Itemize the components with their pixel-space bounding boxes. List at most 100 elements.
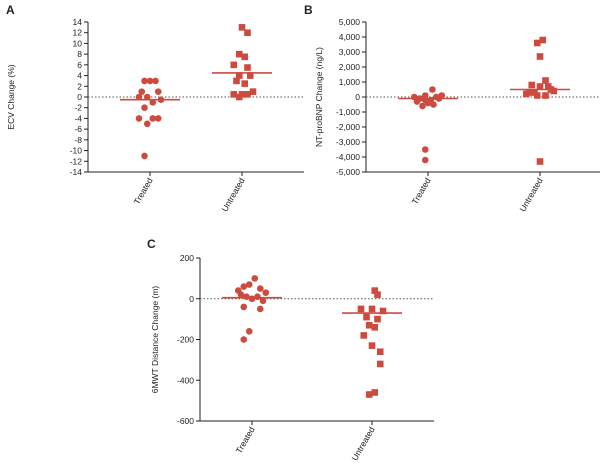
data-point [152,77,159,85]
data-point [435,95,443,102]
data-point [421,156,429,164]
data-point [379,307,387,315]
data-point [368,342,376,349]
data-point [421,146,429,153]
data-point [262,289,270,296]
data-point [536,158,544,165]
series-untreated [510,36,570,165]
y-tick-label: 3,000 [339,47,361,57]
data-point [413,98,421,105]
y-tick-label: -6 [74,124,82,134]
data-point [365,321,373,329]
panel-letter: A [6,3,15,17]
data-point [238,24,246,31]
data-point [146,77,154,85]
series-untreated [342,287,402,398]
data-point [149,99,157,106]
data-point [371,287,379,294]
data-point [157,96,165,103]
data-point [421,96,429,104]
category-label: Untreated [219,176,246,214]
series-treated [120,77,180,160]
data-point [248,295,256,303]
data-point [533,39,541,47]
y-tick-label: 0 [77,92,82,102]
data-point [141,152,148,160]
data-point [376,348,384,356]
data-point [536,53,544,60]
data-point [249,88,257,95]
data-point [244,29,251,37]
y-tick-label: 200 [180,253,194,263]
y-axis-label: ECV Change (%) [6,64,16,129]
data-point [371,323,379,331]
y-tick-label: -2,000 [336,122,360,132]
data-point [429,86,436,93]
y-tick-label: 2,000 [339,62,361,72]
data-point [374,291,381,298]
data-point [240,303,248,311]
data-point [143,93,151,101]
data-point [539,36,547,44]
y-tick-label: -14 [70,167,83,177]
data-point [371,389,379,396]
data-point [419,102,426,110]
data-point [430,101,437,108]
data-point [259,297,267,305]
y-tick-label: -5,000 [336,167,360,177]
data-point [240,283,248,290]
data-point [246,72,254,79]
data-point [251,275,259,282]
data-point [230,91,238,98]
data-point [536,83,544,90]
data-point [542,92,549,99]
series-untreated [212,24,272,101]
data-point [256,305,264,313]
panel-b: B 5,000 4,000 3,000 2,000 1,000 0 -1,000 -2,000 -… [304,3,600,213]
y-tick-label: -4 [74,113,82,123]
data-point [244,91,251,98]
y-tick-label: 14 [73,17,83,27]
data-point [230,61,238,69]
panel-letter: C [147,237,156,251]
data-point [149,115,157,122]
series-treated [398,86,458,164]
data-point [241,53,249,61]
data-point [244,64,251,71]
data-point [243,293,250,301]
data-point [365,391,373,398]
y-tick-label: -1,000 [336,107,360,117]
data-point [533,92,541,99]
data-point [550,87,558,95]
data-point [141,77,148,85]
data-point [235,50,243,58]
data-point [360,332,368,339]
data-point [528,81,536,89]
series-treated [222,275,282,343]
category-label: Treated [234,425,257,455]
y-tick-label: -12 [70,156,83,166]
category-label: Untreated [517,176,544,214]
data-point [357,305,365,313]
data-point [141,104,148,112]
data-point [376,360,384,368]
category-label: Treated [410,176,433,206]
data-point [138,88,146,95]
y-tick-label: -600 [177,416,194,426]
y-tick-label: -2 [74,103,82,113]
y-tick-label: 5,000 [339,17,361,27]
y-tick-label: 4 [77,71,82,81]
y-tick-label: 12 [73,28,83,38]
panel-c: C 200 0 -200 -400 -600 6MWT Distance Change (m… [147,237,434,462]
panel-letter: B [304,3,313,17]
y-tick-label: 0 [189,294,194,304]
y-axis-label: NT-proBNP Change (ng/L) [314,47,324,147]
category-label: Treated [132,176,155,206]
data-point [235,72,243,79]
data-point [143,120,151,128]
y-tick-label: -4,000 [336,152,360,162]
data-point [233,77,240,85]
y-tick-label: -8 [74,135,82,145]
